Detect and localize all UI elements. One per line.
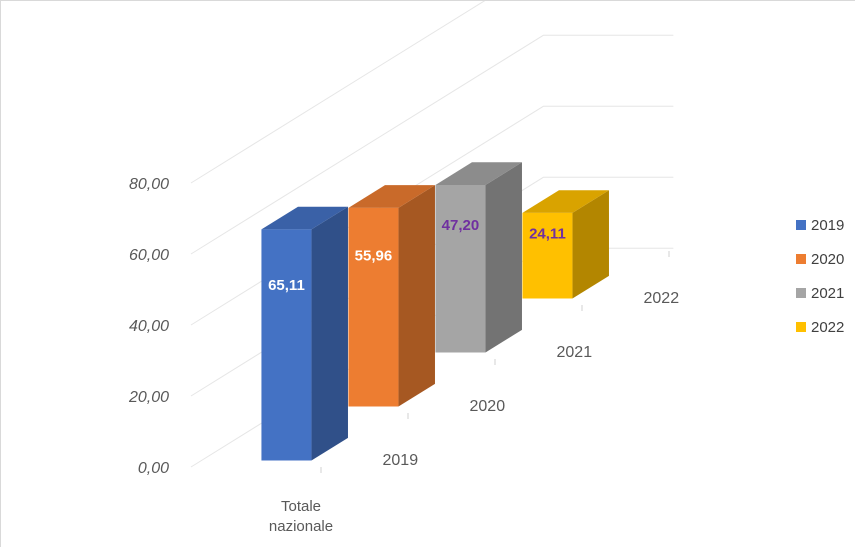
bar-side xyxy=(398,185,435,407)
data-label-2021: 47,20 xyxy=(442,217,480,234)
legend-item: 2019 xyxy=(796,217,844,234)
legend-swatch xyxy=(796,322,806,332)
bar-top xyxy=(261,206,348,230)
bar-side xyxy=(311,206,348,461)
legend-swatch xyxy=(796,220,806,230)
series-axis-label: 2019 xyxy=(383,452,419,469)
bar-front xyxy=(348,207,399,407)
bar-top xyxy=(435,162,522,185)
bar-top xyxy=(522,190,609,213)
bar-2021: 47,20 xyxy=(435,162,522,353)
category-label: Totale nazionale xyxy=(269,498,333,535)
legend-item: 2022 xyxy=(796,319,844,336)
legend-item: 2021 xyxy=(796,285,844,302)
series-axis: 2019 2020 2021 2022 xyxy=(383,290,680,469)
legend-swatch xyxy=(796,288,806,298)
bar-front xyxy=(522,212,573,299)
legend-item: 2020 xyxy=(796,251,844,268)
series-axis-label: 2021 xyxy=(557,344,593,361)
bar-2022: 24,11 xyxy=(522,190,609,299)
bar-2020: 55,96 xyxy=(348,185,435,407)
legend: 2019 2020 2021 2022 xyxy=(796,217,844,336)
bar-side xyxy=(572,190,609,299)
legend-label: 2019 xyxy=(811,217,844,234)
y-tick-label: 80,00 xyxy=(129,176,169,193)
y-axis: 0,00 20,00 40,00 60,00 80,00 xyxy=(128,176,169,477)
series-axis-label: 2022 xyxy=(644,290,680,307)
legend-label: 2022 xyxy=(811,319,844,336)
legend-swatch xyxy=(796,254,806,264)
y-tick-label: 40,00 xyxy=(129,318,169,335)
bar-side xyxy=(485,162,522,353)
bar-2019: 65,11 xyxy=(261,206,348,461)
gridline xyxy=(190,0,487,184)
data-label-2022: 24,11 xyxy=(529,225,566,242)
y-tick-label: 60,00 xyxy=(129,247,169,264)
series-axis-label: 2020 xyxy=(470,398,506,415)
y-tick-label: 20,00 xyxy=(128,389,169,406)
bars: 24,11 47,20 55,96 65,11 xyxy=(261,162,609,461)
bar-front xyxy=(435,184,486,353)
data-label-2019: 65,11 xyxy=(268,277,305,294)
gridline xyxy=(190,34,674,255)
y-tick-label: 0,00 xyxy=(138,460,169,477)
legend-label: 2020 xyxy=(811,251,844,268)
data-label-2020: 55,96 xyxy=(355,248,393,265)
bar-top xyxy=(348,185,435,208)
legend-label: 2021 xyxy=(811,285,844,302)
depth-ticks xyxy=(320,251,670,473)
bar-front xyxy=(261,229,312,461)
